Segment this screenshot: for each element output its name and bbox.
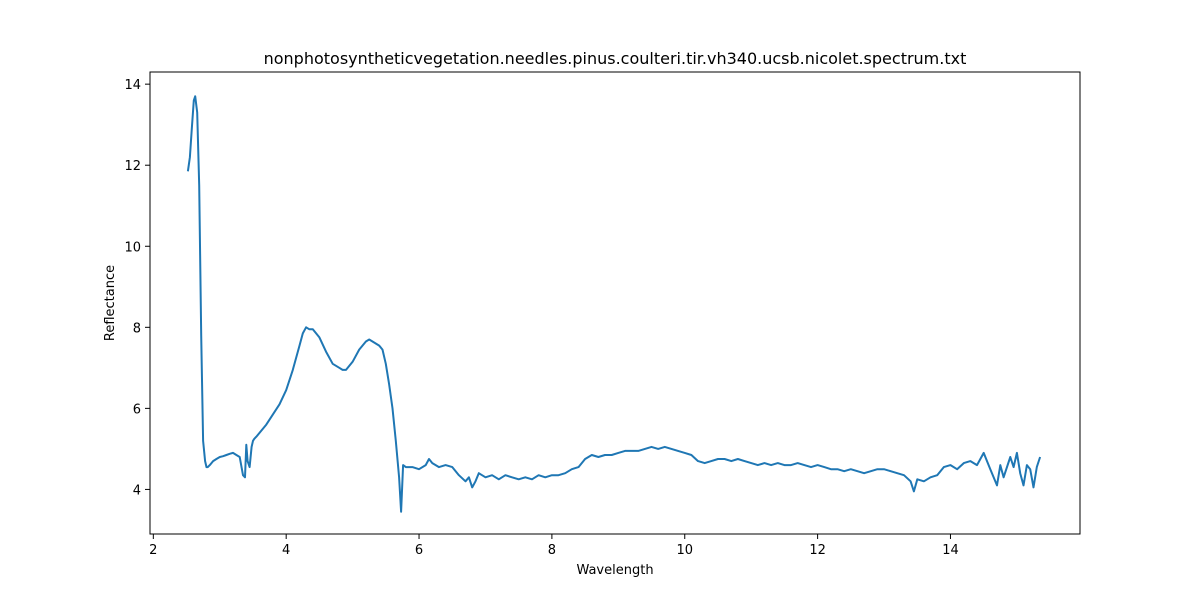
y-tick-label: 4	[133, 483, 141, 498]
plot-frame	[149, 71, 1081, 535]
reflectance-series-line	[186, 95, 1042, 513]
y-tick-label: 6	[133, 402, 141, 417]
x-tick-label: 12	[809, 543, 826, 558]
x-tick-label: 14	[942, 543, 959, 558]
y-axis-label: Reflectance	[103, 265, 118, 341]
x-tick-label: 2	[149, 543, 157, 558]
y-axis-ticks: 4 6 8 10 12 14	[124, 78, 150, 498]
x-tick-label: 8	[548, 543, 556, 558]
x-axis-label: Wavelength	[576, 563, 653, 578]
y-tick-label: 10	[124, 240, 141, 255]
chart-title: nonphotosyntheticvegetation.needles.pinu…	[264, 49, 967, 68]
x-tick-label: 6	[415, 543, 423, 558]
x-tick-label: 10	[676, 543, 693, 558]
x-tick-label: 4	[282, 543, 290, 558]
y-tick-label: 14	[124, 78, 141, 93]
x-axis-ticks: 2 4 6 8 10 12 14	[149, 534, 959, 558]
y-tick-label: 12	[124, 159, 141, 174]
y-tick-label: 8	[133, 321, 141, 336]
